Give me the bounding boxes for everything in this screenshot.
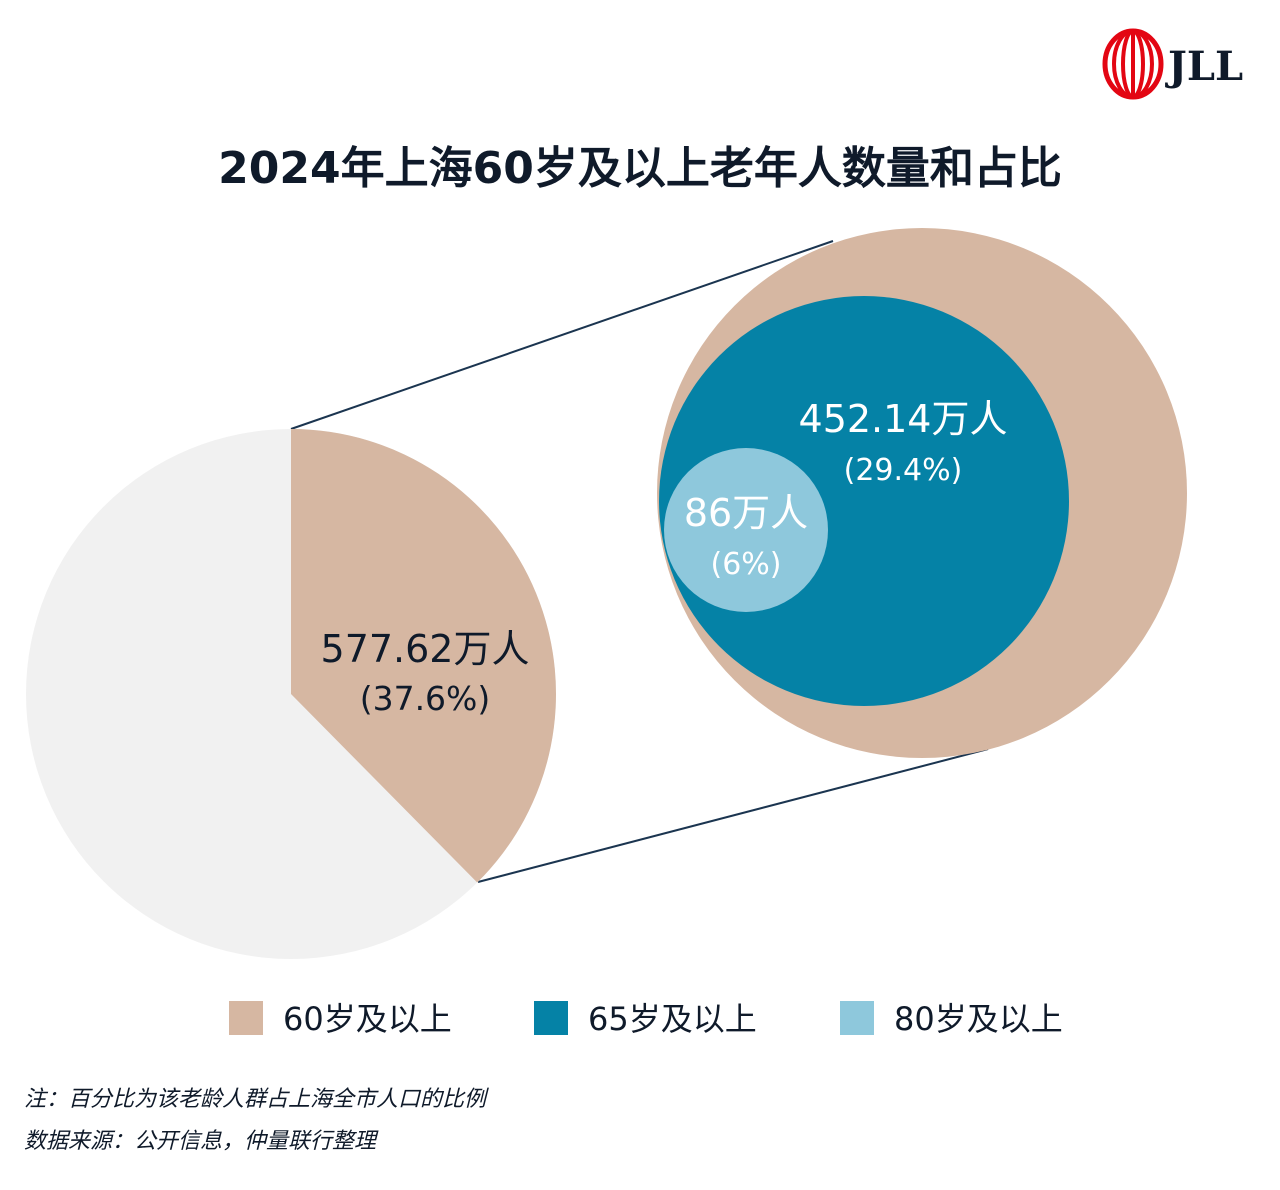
legend-label: 60岁及以上 xyxy=(283,1000,452,1038)
legend-swatch xyxy=(534,1001,568,1035)
note-source: 数据来源：公开信息，仲量联行整理 xyxy=(24,1129,379,1154)
jll-logo-text: JLL xyxy=(1165,43,1243,90)
chart-title: 2024年上海60岁及以上老年人数量和占比 xyxy=(218,143,1062,194)
circle-65-percent: (29.4%) xyxy=(844,453,963,488)
legend-item-60-plus: 60岁及以上 xyxy=(229,1000,452,1038)
pie-label-percent: (37.6%) xyxy=(360,679,491,718)
pie-label-value: 577.62万人 xyxy=(321,627,530,671)
nested-circles: 452.14万人 (29.4%) 86万人 (6%) xyxy=(657,228,1187,758)
legend-swatch xyxy=(840,1001,874,1035)
legend-item-80-plus: 80岁及以上 xyxy=(840,1000,1063,1038)
legend-item-65-plus: 65岁及以上 xyxy=(534,1000,757,1038)
circle-80-percent: (6%) xyxy=(710,547,781,582)
legend-label: 65岁及以上 xyxy=(588,1000,757,1038)
legend-swatch xyxy=(229,1001,263,1035)
jll-logo: JLL xyxy=(1102,28,1243,100)
jll-logo-mark-icon xyxy=(1102,28,1164,100)
circle-80-value: 86万人 xyxy=(684,491,808,535)
circle-65-value: 452.14万人 xyxy=(799,397,1008,441)
connector-line-top xyxy=(290,240,834,430)
note-percentage: 注：百分比为该老龄人群占上海全市人口的比例 xyxy=(24,1087,489,1112)
connector-line-bottom xyxy=(477,748,989,883)
legend-label: 80岁及以上 xyxy=(894,1000,1063,1038)
pie-chart: 577.62万人 (37.6%) xyxy=(26,429,557,959)
circle-80-plus xyxy=(664,448,828,612)
pie-slice-60-plus xyxy=(291,429,557,883)
legend: 60岁及以上 65岁及以上 80岁及以上 xyxy=(229,1000,1063,1038)
